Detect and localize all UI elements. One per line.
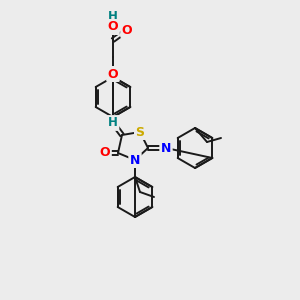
- Text: O: O: [100, 146, 110, 160]
- Text: O: O: [108, 20, 118, 34]
- Text: N: N: [130, 154, 140, 166]
- Text: N: N: [161, 142, 171, 154]
- Text: O: O: [122, 23, 132, 37]
- Text: S: S: [136, 125, 145, 139]
- Text: H: H: [108, 116, 118, 130]
- Text: H: H: [108, 11, 118, 23]
- Text: O: O: [108, 68, 118, 80]
